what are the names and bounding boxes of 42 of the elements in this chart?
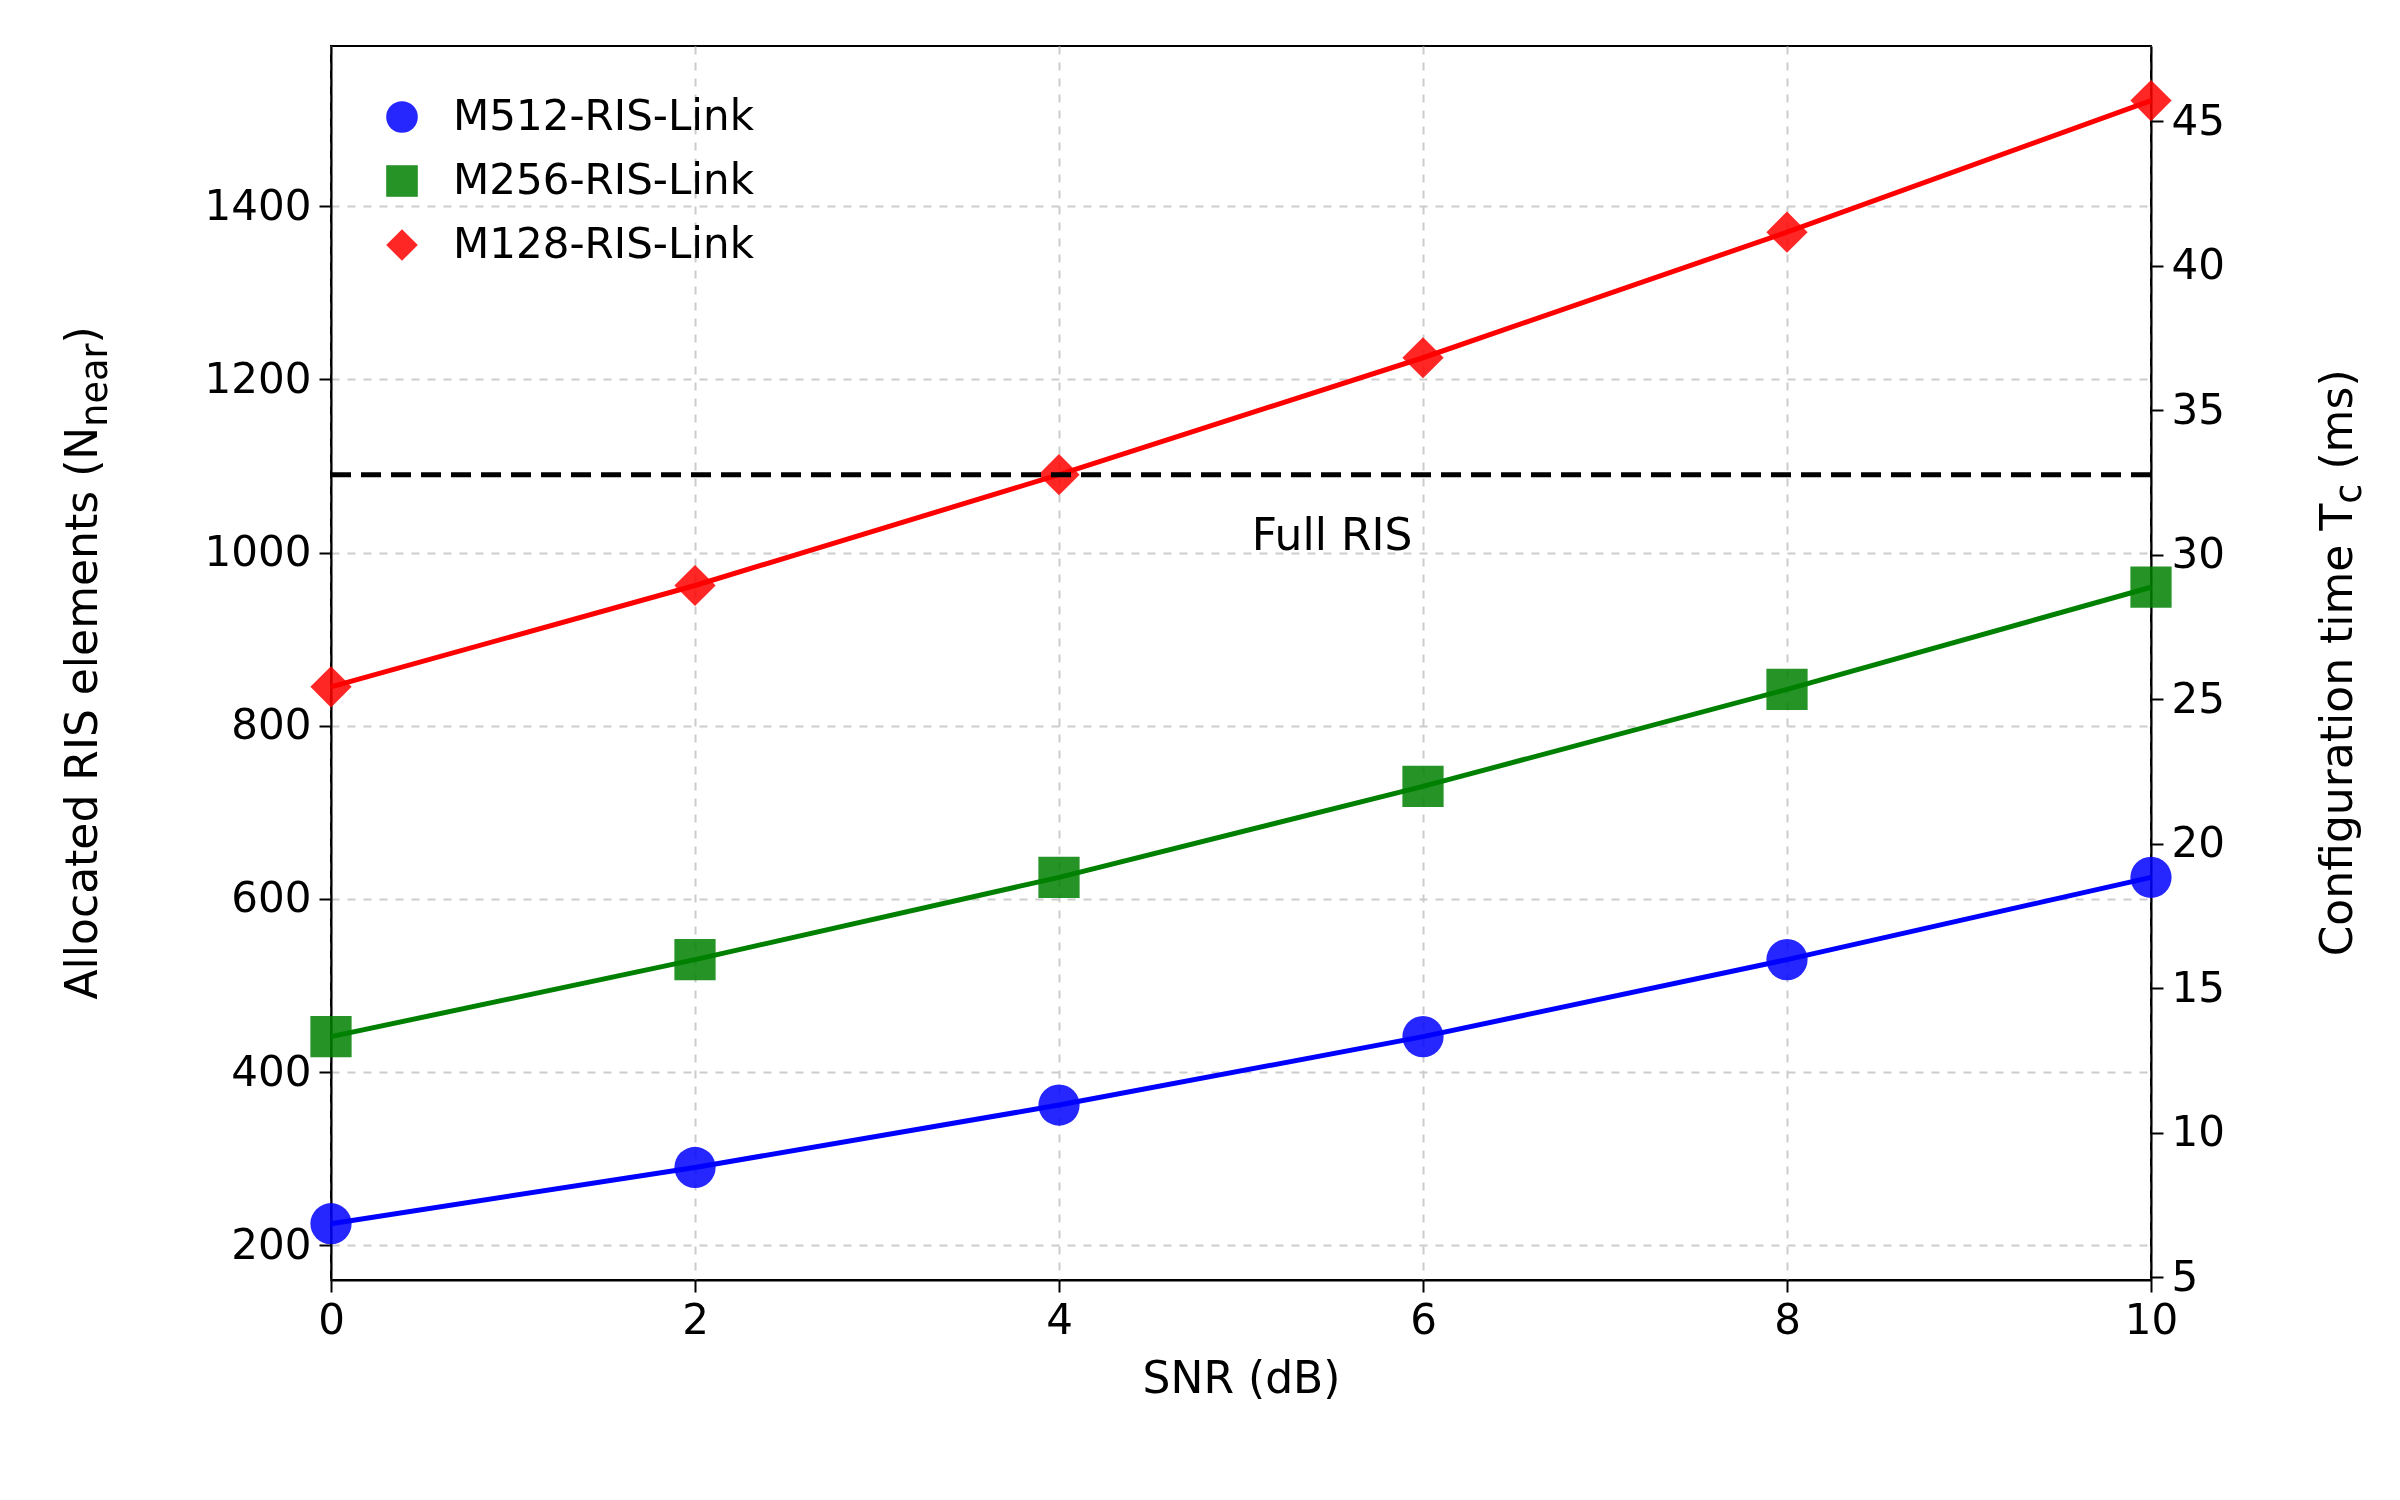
y2-tick-label: 15 (2171, 962, 2225, 1012)
y-tick-label: 1000 (204, 527, 312, 577)
point (674, 1146, 716, 1188)
point (1038, 856, 1080, 898)
x-tick-label: 4 (1046, 1294, 1073, 1344)
x-axis-title: SNR (dB) (1142, 1351, 1341, 1403)
y2-tick-label: 10 (2171, 1107, 2225, 1157)
point (674, 938, 716, 981)
x-tick-label: 6 (1410, 1294, 1437, 1344)
x-tick-label: 0 (318, 1294, 345, 1344)
y2-tick-label: 45 (2171, 95, 2225, 145)
y2-tick-label: 20 (2171, 818, 2225, 868)
y-tick-label: 400 (231, 1046, 312, 1096)
ref-line-label: Full RIS (1251, 508, 1413, 560)
point (2130, 856, 2172, 898)
point (674, 564, 716, 607)
y-tick-label: 1400 (204, 180, 312, 230)
legend-label: M256-RIS-Link (453, 155, 755, 204)
y-tick-label: 1200 (204, 353, 312, 403)
point (1402, 337, 1444, 379)
legend-label: M128-RIS-Link (453, 219, 755, 268)
y2-tick-label: 30 (2171, 529, 2225, 579)
point (1766, 939, 1808, 981)
point (1402, 765, 1444, 808)
y-tick-label: 800 (231, 700, 312, 750)
point (2130, 566, 2172, 608)
y-tick-label: 600 (231, 873, 312, 923)
point (310, 1203, 352, 1245)
point (310, 666, 352, 708)
y2-tick-label: 40 (2171, 240, 2225, 290)
y2-tick-label: 35 (2171, 384, 2225, 434)
point (2130, 79, 2172, 122)
point (1038, 1084, 1080, 1126)
point (1766, 668, 1808, 711)
x-tick-label: 2 (682, 1294, 709, 1344)
x-tick-label: 8 (1774, 1294, 1801, 1344)
y2-tick-label: 25 (2171, 673, 2225, 723)
y-tick-label: 200 (231, 1219, 312, 1269)
point (310, 1016, 352, 1058)
point (1766, 211, 1808, 253)
legend-label: M512-RIS-Link (453, 91, 755, 140)
point (1402, 1016, 1444, 1058)
